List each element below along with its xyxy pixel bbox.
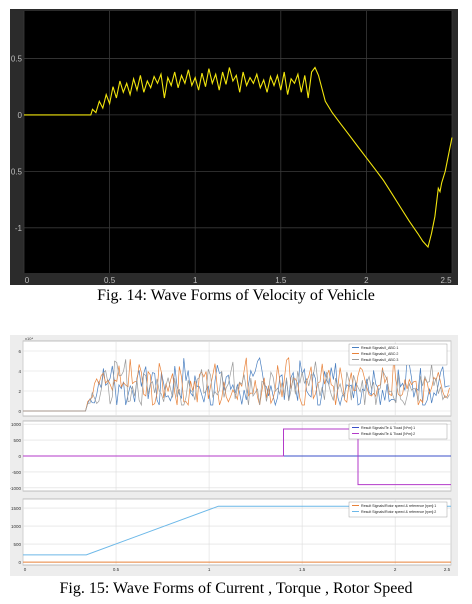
rotor-speed-x-tick-label: 0 xyxy=(24,567,27,572)
current-y-tick-label: 2 xyxy=(18,389,21,394)
torque-line xyxy=(23,428,451,486)
torque-legend-box xyxy=(348,423,448,440)
current-legend-entry: Result Signals/I_ABC:1 xyxy=(361,346,398,350)
rotor-speed-x-tick-label: 1 xyxy=(208,567,211,572)
current-phase-line xyxy=(23,359,450,412)
rotor-speed-legend-box xyxy=(348,501,448,518)
rotor-speed-x-tick-label: 1.5 xyxy=(299,567,306,572)
velocity-x-tick-label: 2.5 xyxy=(440,276,452,285)
fig14-caption: Fig. 14: Wave Forms of Velocity of Vehic… xyxy=(97,287,375,304)
rotor-speed-panel: 1500 1000 500 00 0.5 1 1.5 2 2.5 Result Signals/… xyxy=(11,498,452,572)
current-phase-line xyxy=(23,356,450,412)
torque-y-tick-label: 1000 xyxy=(11,422,22,427)
rotor-speed-x-tick-label: 2 xyxy=(394,567,397,572)
current-y-tick-label: 0 xyxy=(18,409,21,414)
current-y-tick-label: 6 xyxy=(18,349,21,354)
torque-tick-labels: 1000 500 0 -500 -1000 xyxy=(10,422,21,491)
velocity-x-tick-label: 1.5 xyxy=(275,276,287,285)
rotor-speed-y-tick-label: 500 xyxy=(13,542,21,547)
velocity-chart: 0 0.5 1 1.5 2 2.5 0.5 0 0.5 -1 xyxy=(10,9,458,285)
torque-y-tick-label: -1000 xyxy=(10,486,21,491)
rotor-speed-y-tick-label: 1500 xyxy=(11,506,22,511)
rotor-speed-legend-entry: Result Signals/Rotor speed & reference [… xyxy=(361,504,436,508)
velocity-series xyxy=(24,66,453,249)
rotor-speed-legend: Result Signals/Rotor speed & reference [… xyxy=(348,501,448,518)
velocity-x-tick-label: 1 xyxy=(193,276,198,285)
velocity-x-tick-label: 0 xyxy=(25,276,30,285)
velocity-y-tick-label: 0.5 xyxy=(11,54,23,63)
velocity-y-tick-label: 0.5 xyxy=(11,167,23,176)
velocity-plot-area xyxy=(24,11,452,273)
current-legend-entry: Result Signals/I_ABC:3 xyxy=(361,358,398,362)
velocity-x-tick-label: 2 xyxy=(364,276,369,285)
current-phase-line xyxy=(23,356,450,412)
velocity-line xyxy=(24,66,453,249)
velocity-grid xyxy=(23,11,453,273)
rotor-speed-x-tick-label: 2.5 xyxy=(444,567,451,572)
current-y-tick-label: 4 xyxy=(18,369,21,374)
torque-y-tick-label: 500 xyxy=(13,438,21,443)
torque-y-tick-label: -500 xyxy=(12,470,22,475)
torque-series xyxy=(23,428,451,486)
current-tick-labels: 0 2 4 6 x10⁴ xyxy=(18,336,33,414)
rotor-speed-y-tick-label: 1000 xyxy=(11,524,22,529)
current-legend: Result Signals/I_ABC:1 Result Signals/I_A… xyxy=(348,343,448,366)
velocity-y-tick-label: -1 xyxy=(15,224,23,233)
current-legend-entry: Result Signals/I_ABC:2 xyxy=(361,352,398,356)
rotor-speed-tick-labels: 1500 1000 500 00 0.5 1 1.5 2 2.5 xyxy=(11,506,451,572)
rotor-speed-legend-entry: Result Signals/Rotor speed & reference [… xyxy=(361,510,436,514)
velocity-tick-labels: 0 0.5 1 1.5 2 2.5 0.5 0 0.5 -1 xyxy=(11,54,452,285)
torque-y-tick-label: 0 xyxy=(18,454,21,459)
fig15-caption: Fig. 15: Wave Forms of Current , Torque … xyxy=(59,580,413,597)
rotor-speed-y-tick-label: 0 xyxy=(18,560,21,565)
current-y-exponent: x10⁴ xyxy=(25,336,33,341)
current-legend-box xyxy=(348,343,448,366)
current-series xyxy=(23,356,450,412)
torque-panel: 1000 500 0 -500 -1000 Result Signals/Te & Tl… xyxy=(10,420,452,492)
velocity-x-tick-label: 0.5 xyxy=(104,276,116,285)
torque-legend-entry: Result Signals/Te & Tload [N*m]:1 xyxy=(361,426,415,430)
rotor-speed-series xyxy=(23,505,451,563)
rotor-speed-line xyxy=(23,505,451,556)
rotor-speed-x-tick-label: 0.5 xyxy=(113,567,120,572)
velocity-y-tick-label: 0 xyxy=(18,111,23,120)
torque-legend-entry: Result Signals/Te & Tload [N*m]:2 xyxy=(361,432,415,436)
torque-legend: Result Signals/Te & Tload [N*m]:1 Result … xyxy=(348,423,448,440)
